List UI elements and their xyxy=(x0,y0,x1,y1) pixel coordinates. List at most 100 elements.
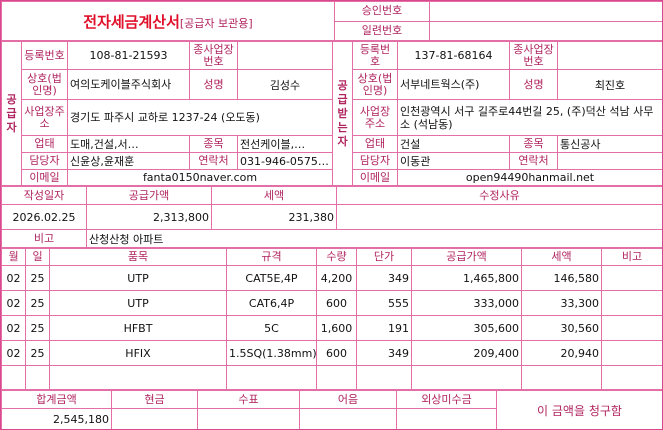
value: 전선케이블,… xyxy=(237,135,333,153)
value: 인천광역시 서구 길주로44번길 25, (주)덕산 석남 사무소 (석남동) xyxy=(397,99,662,136)
value xyxy=(25,365,50,390)
label: 일 xyxy=(25,248,50,266)
summary: 작성일자 공급가액 세액 수정사유 2026.02.25 2,313,800 231,38… xyxy=(1,186,662,248)
header: 전자세금계산서[공급자 보관용] 승인번호 일련번호 xyxy=(1,1,662,41)
value xyxy=(226,365,317,390)
value: CAT6,4P xyxy=(226,290,317,316)
value: 02 xyxy=(1,290,26,316)
label: 연락처 xyxy=(509,152,558,170)
value: 25 xyxy=(25,265,50,291)
value: 02 xyxy=(1,265,26,291)
value: CAT5E,4P xyxy=(226,265,317,291)
label: 월 xyxy=(1,248,26,266)
value xyxy=(601,340,662,366)
value: 108-81-21593 xyxy=(67,41,190,70)
value: 305,600 xyxy=(411,315,522,341)
label: 이메일 xyxy=(21,169,68,186)
label: 종목 xyxy=(189,135,238,153)
label: 업태 xyxy=(352,135,398,153)
label: 비고 xyxy=(1,229,87,248)
value: 2,313,800 xyxy=(86,204,212,230)
label: 세액 xyxy=(521,248,602,266)
label: 일련번호 xyxy=(334,20,430,41)
label: 상호(법인명) xyxy=(21,69,68,100)
value: 1.5SQ(1.38mm) xyxy=(226,340,317,366)
label: 종사업장번호 xyxy=(189,41,238,70)
footer: 합계금액 현금 수표 어음 외상미수금 이 금액을 청구함 2,545,180 xyxy=(1,390,662,429)
value xyxy=(237,41,333,70)
value xyxy=(601,290,662,316)
label: 수량 xyxy=(316,248,357,266)
value: 02 xyxy=(1,340,26,366)
value: 경기도 파주시 교하로 1237-24 (오도동) xyxy=(67,99,333,136)
label: 연락처 xyxy=(189,152,238,170)
label: 담당자 xyxy=(21,152,68,170)
title: 전자세금계산서 xyxy=(83,12,180,31)
section-label: 공급받는자 xyxy=(332,41,353,186)
label: 작성일자 xyxy=(1,186,87,205)
value: 02 xyxy=(1,315,26,341)
label: 업태 xyxy=(21,135,68,153)
label: 품목 xyxy=(49,248,227,266)
value: 1,465,800 xyxy=(411,265,522,291)
value: 031-946-0575… xyxy=(237,152,333,170)
label: 외상미수금 xyxy=(396,390,497,409)
value xyxy=(557,41,662,70)
section-label: 공급자 xyxy=(1,41,22,186)
value: UTP xyxy=(49,265,227,291)
value: 여의도케이블주식회사 xyxy=(67,69,190,100)
label: 합계금액 xyxy=(1,390,112,409)
value: 25 xyxy=(25,340,50,366)
value: 600 xyxy=(316,290,357,316)
value: 30,560 xyxy=(521,315,602,341)
value: 도매,건설,서… xyxy=(67,135,190,153)
label: 등록번호 xyxy=(352,41,398,70)
label: 이메일 xyxy=(352,169,398,186)
value: open94490hanmail.net xyxy=(397,169,662,186)
label: 현금 xyxy=(111,390,198,409)
value: 333,000 xyxy=(411,290,522,316)
label: 승인번호 xyxy=(334,1,430,22)
value: 건설 xyxy=(397,135,510,153)
value: 555 xyxy=(356,290,412,316)
value: 서부네트웍스(주) xyxy=(397,69,510,100)
label: 등록번호 xyxy=(21,41,68,70)
label: 비고 xyxy=(601,248,662,266)
label: 공급가액 xyxy=(411,248,522,266)
value: 1,600 xyxy=(316,315,357,341)
value xyxy=(601,315,662,341)
value: 209,400 xyxy=(411,340,522,366)
value: 349 xyxy=(356,265,412,291)
label: 세액 xyxy=(211,186,337,205)
label: 공급가액 xyxy=(86,186,212,205)
value xyxy=(411,365,522,390)
value: UTP xyxy=(49,290,227,316)
label: 사업장주소 xyxy=(21,99,68,136)
value: 2,545,180 xyxy=(1,408,112,429)
value: fanta0150naver.com xyxy=(67,169,333,186)
value: 최진호 xyxy=(557,69,662,100)
label: 단가 xyxy=(356,248,412,266)
value: 이동관 xyxy=(397,152,510,170)
label: 성명 xyxy=(189,69,238,100)
value xyxy=(356,365,412,390)
value: 5C xyxy=(226,315,317,341)
label: 규격 xyxy=(226,248,317,266)
label: 상호(법인명) xyxy=(352,69,398,100)
value: 146,580 xyxy=(521,265,602,291)
value: 25 xyxy=(25,290,50,316)
label: 어음 xyxy=(299,390,397,409)
value xyxy=(1,365,26,390)
claim: 이 금액을 청구함 xyxy=(496,390,662,429)
value: 2026.02.25 xyxy=(1,204,87,230)
value xyxy=(316,365,357,390)
value xyxy=(557,152,662,170)
label: 수정사유 xyxy=(336,186,662,205)
label: 담당자 xyxy=(352,152,398,170)
value: 137-81-68164 xyxy=(397,41,510,70)
value: 통신공사 xyxy=(557,135,662,153)
value: 김성수 xyxy=(237,69,333,100)
value: 20,940 xyxy=(521,340,602,366)
subtitle: [공급자 보관용] xyxy=(179,16,253,30)
